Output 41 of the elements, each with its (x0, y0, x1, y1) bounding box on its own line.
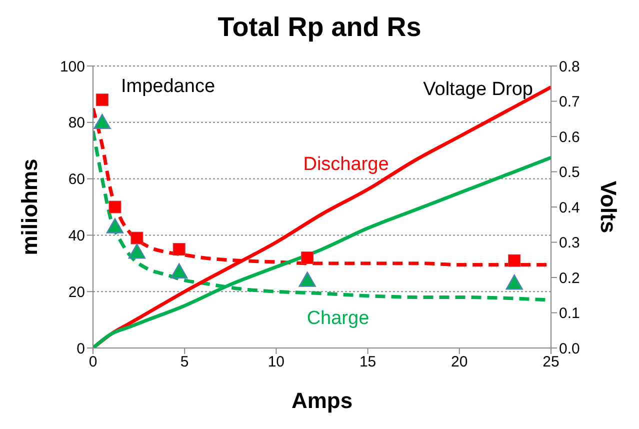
y-tick-label: 20 (68, 284, 85, 301)
y-tick-label: 60 (68, 171, 85, 188)
x-tick-label: 25 (542, 354, 560, 371)
y2-tick-label: 0.0 (559, 340, 580, 358)
y2-tick-label: 0.2 (559, 270, 580, 287)
point (130, 232, 144, 244)
point (128, 244, 146, 259)
x-axis-title: Amps (291, 388, 353, 413)
annotation: Voltage Drop (423, 79, 533, 100)
y-tick-label: 100 (60, 58, 85, 76)
point (170, 263, 188, 278)
x-tick-label: 15 (359, 354, 376, 371)
y2-tick-label: 0.4 (559, 199, 580, 216)
annotation: Discharge (303, 154, 389, 175)
point (508, 254, 521, 267)
point (298, 272, 316, 287)
point (172, 243, 186, 256)
y2-axis-title: Volts (596, 180, 622, 234)
y2-tick-label: 0.1 (559, 305, 580, 322)
y2-tick-label: 0.8 (559, 58, 580, 76)
point (106, 218, 124, 234)
point (96, 94, 108, 106)
y2-tick-label: 0.5 (559, 164, 580, 182)
y2-tick-label: 0.6 (559, 128, 580, 146)
y2-tick-label: 0.7 (559, 94, 580, 111)
point (94, 114, 111, 129)
point (506, 274, 523, 290)
point (301, 252, 314, 264)
y-tick-label: 40 (68, 228, 85, 245)
y-tick-label: 80 (68, 114, 85, 132)
x-tick-label: 0 (88, 354, 98, 371)
x-tick-label: 20 (451, 354, 468, 371)
annotation: Impedance (121, 76, 216, 97)
x-tick-label: 5 (180, 354, 189, 371)
y2-tick-label: 0.3 (559, 234, 580, 252)
y-tick-label: 0 (76, 340, 85, 358)
y-axis-title: miliohms (16, 158, 42, 256)
chart-title: Total Rp and Rs (216, 12, 422, 43)
point (108, 200, 122, 214)
annotation: Charge (306, 308, 370, 329)
x-tick-label: 10 (268, 354, 285, 371)
